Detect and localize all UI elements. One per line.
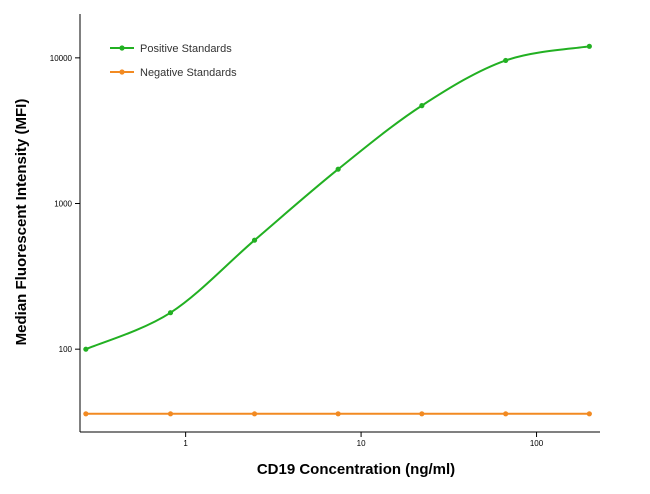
series-line-0 <box>86 46 589 349</box>
ticks: 1 10 100 100 1000 10000 <box>50 54 544 448</box>
data-point <box>336 411 341 416</box>
data-point <box>83 411 88 416</box>
data-point <box>419 411 424 416</box>
series-layer <box>83 44 592 417</box>
data-point <box>168 411 173 416</box>
data-point <box>252 411 257 416</box>
legend-marker <box>119 69 124 74</box>
x-tick-label: 10 <box>357 439 366 448</box>
legend-label: Positive Standards <box>140 43 232 55</box>
data-point <box>503 58 508 63</box>
data-point <box>503 411 508 416</box>
data-point <box>587 411 592 416</box>
y-tick-label: 1000 <box>54 200 72 209</box>
x-tick-label: 1 <box>183 439 188 448</box>
y-axis-title: Median Fluorescent Intensity (MFI) <box>13 99 30 346</box>
x-axis-title: CD19 Concentration (ng/ml) <box>257 461 455 478</box>
data-point <box>168 310 173 315</box>
legend-marker <box>119 45 124 50</box>
data-point <box>419 103 424 108</box>
y-tick-label: 100 <box>59 345 73 354</box>
data-point <box>252 238 257 243</box>
data-point <box>587 44 592 49</box>
legend-label: Negative Standards <box>140 67 237 79</box>
data-point <box>83 347 88 352</box>
legend: Positive Standards Negative Standards <box>110 43 237 79</box>
y-tick-label: 10000 <box>50 54 73 63</box>
x-tick-label: 100 <box>530 439 544 448</box>
data-point <box>336 167 341 172</box>
